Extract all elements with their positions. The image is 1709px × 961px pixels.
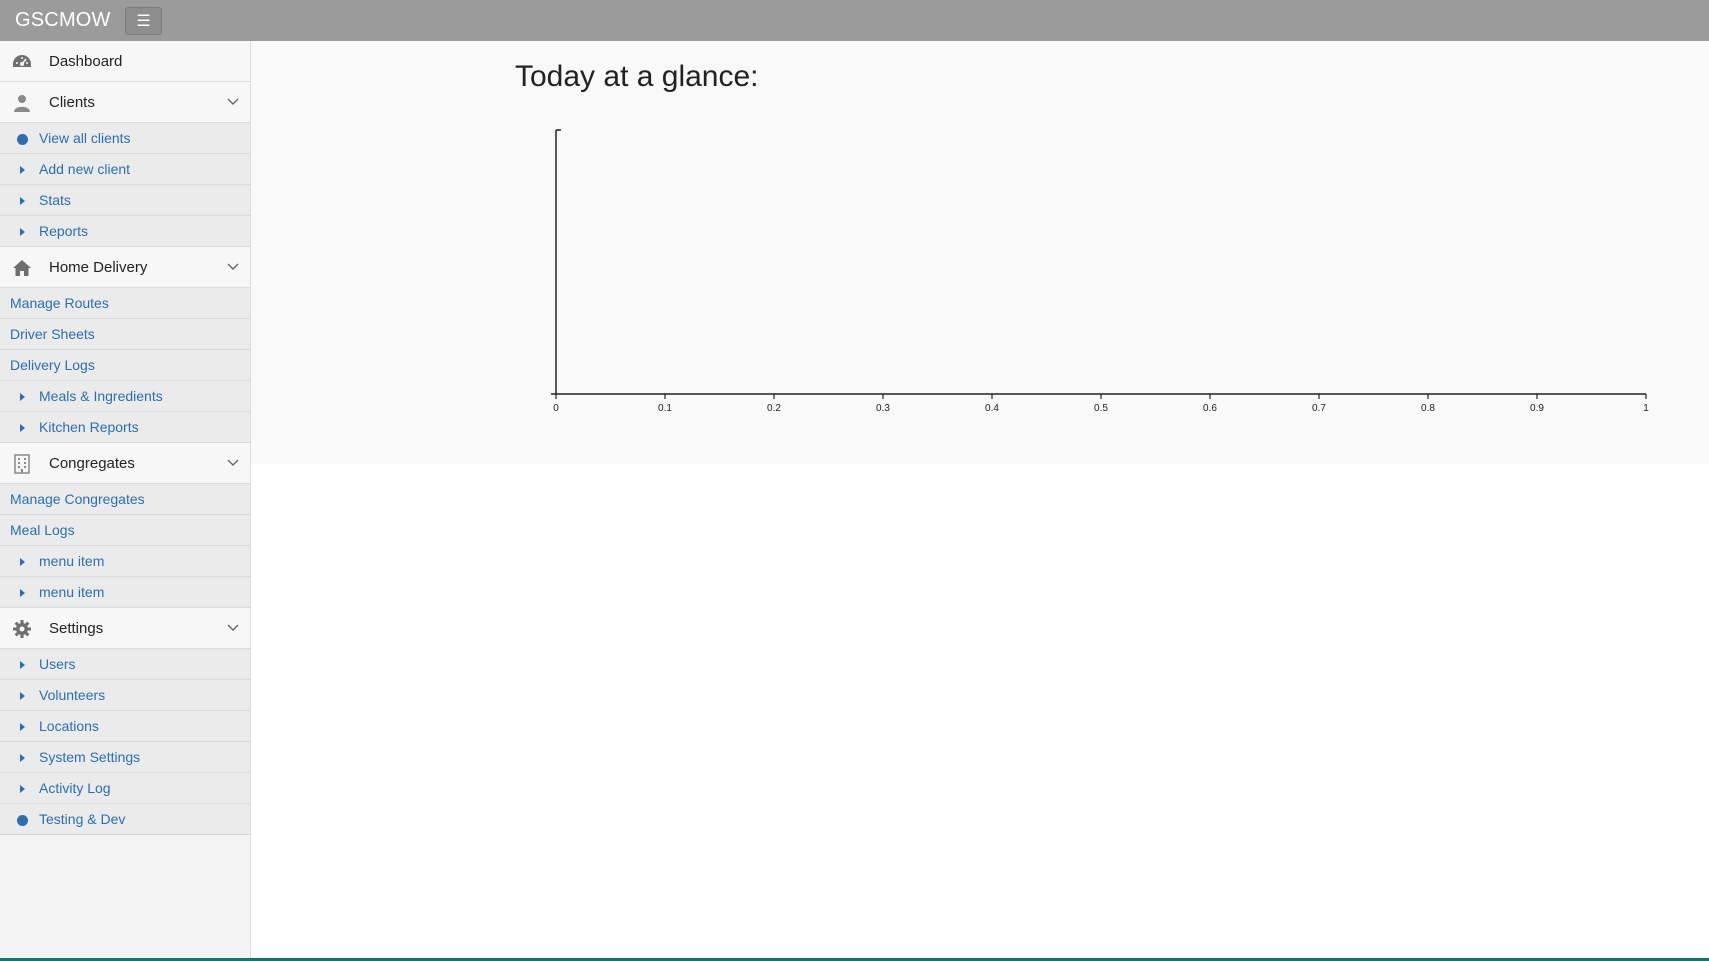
sidebar-item-label: Kitchen Reports [39,419,139,435]
sidebar-item-manage-congregates[interactable]: Manage Congregates [0,484,250,515]
sidebar-section-label: Clients [49,93,95,111]
brand-logo[interactable]: GSCMOW [15,9,111,31]
gear-icon [12,619,32,639]
x-tick-label: 0 [553,403,559,414]
main-content: Today at a glance: 0 0.1 0.2 0.3 0.4 0.5 0.6 0.… [251,41,1709,464]
sidebar-item-label: Activity Log [39,780,111,796]
x-tick-label: 0.1 [658,403,672,414]
sidebar-item-users[interactable]: Users [0,649,250,680]
user-icon [12,93,32,113]
bottom-accent-line [0,958,1709,961]
sidebar-item-label: Add new client [39,161,131,177]
sidebar-item-label: Manage Congregates [10,491,145,507]
sidebar-item-label: Dashboard [49,52,123,70]
sidebar-item-label: View all clients [39,130,131,146]
sidebar-section-clients[interactable]: Clients [0,82,250,123]
x-tick-label: 0.7 [1312,403,1326,414]
chevron-down-icon [227,459,239,466]
hamburger-icon: ☰ [136,13,151,30]
chevron-down-icon [227,98,239,105]
sidebar-item-label: Reports [39,223,89,239]
caret-right-icon [16,659,28,671]
sidebar-item-system-settings[interactable]: System Settings [0,742,250,773]
dashboard-icon [12,52,32,72]
caret-right-icon [16,587,28,599]
sidebar-item-label: Driver Sheets [10,326,95,342]
sidebar-item-label: Delivery Logs [10,357,95,373]
sidebar-item-label: Meals & Ingredients [39,388,163,404]
page-title: Today at a glance: [515,60,759,93]
sidebar-section-label: Congregates [49,454,135,472]
caret-right-icon [16,752,28,764]
sidebar-item-label: Testing & Dev [39,811,126,827]
chevron-down-icon [227,263,239,270]
sidebar-item-label: menu item [39,553,105,569]
sidebar-item-menu-item-2[interactable]: menu item [0,577,250,608]
sidebar-section-home-delivery[interactable]: Home Delivery [0,247,250,288]
top-navbar: GSCMOW ☰ [0,0,1709,41]
caret-right-icon [16,721,28,733]
bullet-dot-icon [16,133,28,145]
sidebar-item-meals-ingredients[interactable]: Meals & Ingredients [0,381,250,412]
sidebar-item-delivery-logs[interactable]: Delivery Logs [0,350,250,381]
caret-right-icon [16,226,28,238]
sidebar-item-stats[interactable]: Stats [0,185,250,216]
x-tick-label: 0.5 [1094,403,1108,414]
x-tick-label: 0.3 [876,403,890,414]
sidebar-item-label: System Settings [39,749,141,765]
home-icon [12,258,32,278]
sidebar-section-label: Settings [49,619,104,637]
building-icon [12,454,32,474]
sidebar-item-dashboard[interactable]: Dashboard [0,41,250,82]
sidebar-section-congregates[interactable]: Congregates [0,443,250,484]
sidebar-item-label: Stats [39,192,71,208]
chevron-down-icon [227,624,239,631]
caret-right-icon [16,391,28,403]
glance-chart: 0 0.1 0.2 0.3 0.4 0.5 0.6 0.7 0.8 0.9 1 [551,129,1649,414]
sidebar-item-label: menu item [39,584,105,600]
sidebar-item-testing-dev[interactable]: Testing & Dev [0,804,250,835]
sidebar-item-activity-log[interactable]: Activity Log [0,773,250,804]
sidebar-item-manage-routes[interactable]: Manage Routes [0,288,250,319]
x-tick-label: 0.9 [1530,403,1544,414]
sidebar-item-kitchen-reports[interactable]: Kitchen Reports [0,412,250,443]
caret-right-icon [16,422,28,434]
sidebar-item-driver-sheets[interactable]: Driver Sheets [0,319,250,350]
x-tick-label: 0.6 [1203,403,1217,414]
chart-axes: 0 0.1 0.2 0.3 0.4 0.5 0.6 0.7 0.8 0.9 1 [551,129,1649,414]
sidebar-item-label: Meal Logs [10,522,75,538]
caret-right-icon [16,195,28,207]
sidebar-item-meal-logs[interactable]: Meal Logs [0,515,250,546]
x-tick-label: 0.2 [767,403,781,414]
menu-toggle-button[interactable]: ☰ [125,7,162,35]
x-tick-label: 0.4 [985,403,999,414]
sidebar-item-locations[interactable]: Locations [0,711,250,742]
caret-right-icon [16,164,28,176]
sidebar-item-label: Users [39,656,76,672]
sidebar-section-settings[interactable]: Settings [0,608,250,649]
sidebar-item-label: Volunteers [39,687,106,703]
sidebar-item-label: Manage Routes [10,295,109,311]
caret-right-icon [16,783,28,795]
caret-right-icon [16,690,28,702]
sidebar-item-label: Locations [39,718,99,734]
sidebar-item-reports[interactable]: Reports [0,216,250,247]
bullet-dot-icon [16,814,28,826]
x-tick-label: 0.8 [1421,403,1435,414]
sidebar-section-label: Home Delivery [49,258,148,276]
sidebar-item-add-new-client[interactable]: Add new client [0,154,250,185]
sidebar-item-view-all-clients[interactable]: View all clients [0,123,250,154]
sidebar-item-volunteers[interactable]: Volunteers [0,680,250,711]
sidebar-item-menu-item-1[interactable]: menu item [0,546,250,577]
x-tick-label: 1 [1643,403,1649,414]
sidebar: Dashboard Clients View all clients Add n… [0,41,251,961]
caret-right-icon [16,556,28,568]
